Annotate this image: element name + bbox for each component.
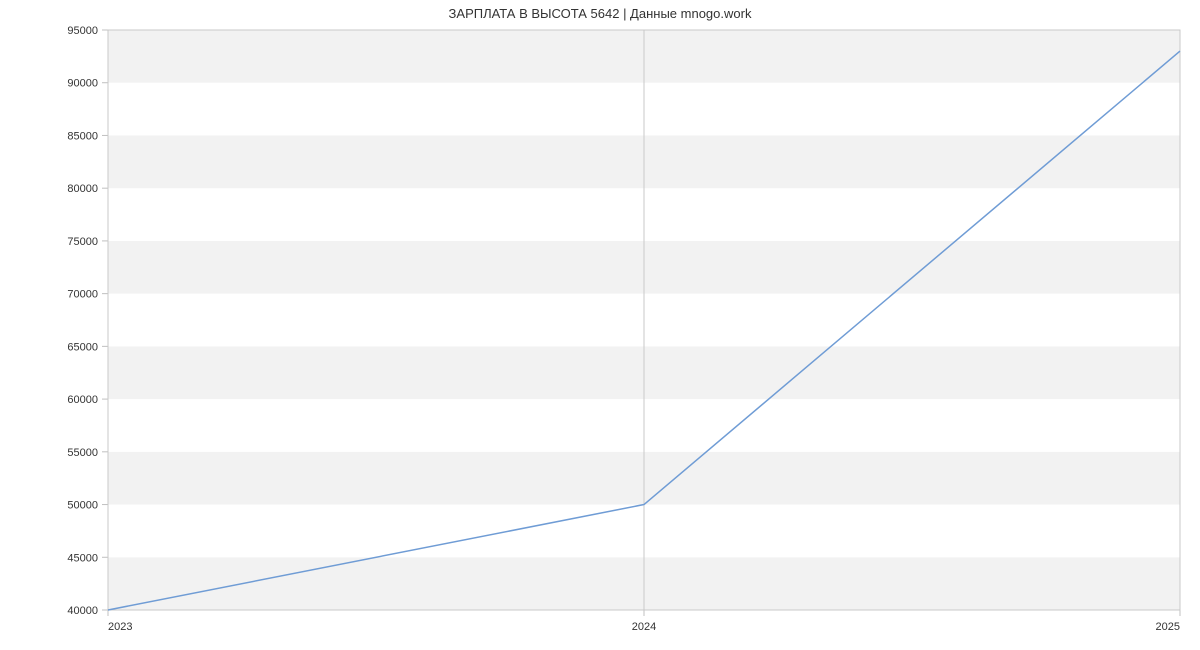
x-tick-label: 2023 [108, 621, 132, 633]
y-tick-label: 95000 [67, 25, 98, 37]
y-tick-label: 85000 [67, 130, 98, 142]
y-tick-label: 90000 [67, 78, 98, 90]
x-tick-label: 2024 [632, 621, 656, 633]
y-tick-label: 55000 [67, 447, 98, 459]
y-tick-label: 50000 [67, 500, 98, 512]
salary-chart: ЗАРПЛАТА В ВЫСОТА 5642 | Данные mnogo.wo… [0, 0, 1200, 650]
x-tick-label: 2025 [1156, 621, 1180, 633]
y-tick-label: 80000 [67, 183, 98, 195]
y-tick-label: 60000 [67, 394, 98, 406]
y-tick-label: 70000 [67, 289, 98, 301]
y-tick-label: 45000 [67, 552, 98, 564]
y-tick-label: 75000 [67, 236, 98, 248]
y-tick-label: 40000 [67, 605, 98, 617]
chart-svg: 40000 45000 50000 55000 60000 65000 70000 75000… [0, 0, 1200, 650]
y-tick-label: 65000 [67, 341, 98, 353]
